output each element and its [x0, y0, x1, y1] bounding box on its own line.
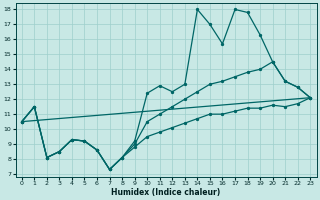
X-axis label: Humidex (Indice chaleur): Humidex (Indice chaleur)	[111, 188, 221, 197]
